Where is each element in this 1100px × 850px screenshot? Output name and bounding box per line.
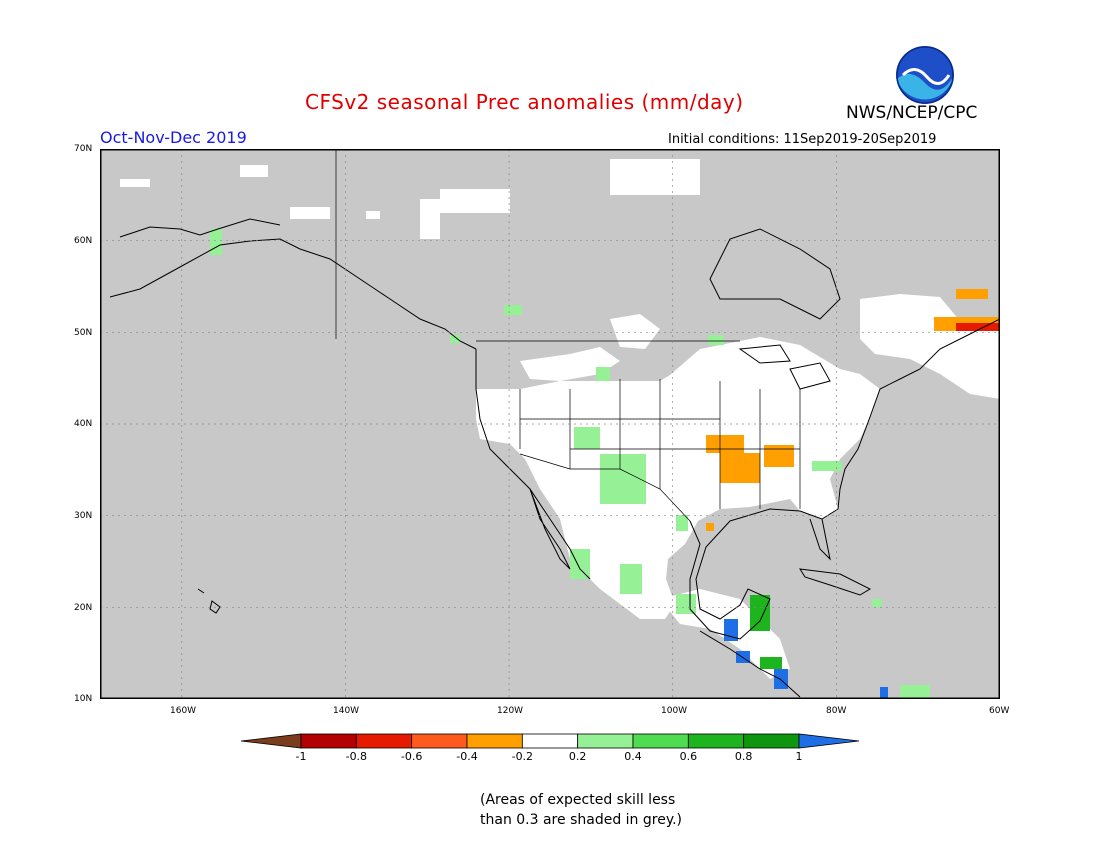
colorbar-swatch	[743, 733, 800, 749]
lon-label-120w: 120W	[497, 706, 524, 716]
colorbar-tick-label: 0.6	[680, 750, 698, 763]
lat-label-70n: 70N	[74, 144, 93, 154]
colorbar-max-arrow	[798, 733, 860, 749]
footnote-line1: (Areas of expected skill less	[480, 792, 676, 808]
colorbar-swatch	[355, 733, 413, 749]
season-label: Oct-Nov-Dec 2019	[100, 128, 247, 147]
colorbar-swatch	[411, 733, 468, 749]
arctic-skill-patches	[120, 159, 700, 239]
map-title: CFSv2 seasonal Prec anomalies (mm/day)	[305, 90, 744, 114]
colorbar: -1 -0.8 -0.6 -0.4 -0.2 0.2 0.4 0.6 0.8 1	[240, 733, 860, 763]
strong-negative-anomaly-areas	[956, 323, 1000, 331]
colorbar-min-arrow	[240, 733, 302, 749]
colorbar-swatch	[632, 733, 689, 749]
latlon-gridlines	[100, 149, 1000, 699]
map-frame	[100, 149, 1000, 699]
initial-conditions-label: Initial conditions: 11Sep2019-20Sep2019	[668, 132, 937, 147]
lon-label-60w: 60W	[989, 706, 1010, 716]
colorbar-tick-label: 0.2	[569, 750, 587, 763]
lat-label-20n: 20N	[74, 603, 93, 613]
colorbar-tick-label: -0.6	[401, 750, 422, 763]
lat-label-50n: 50N	[74, 328, 93, 338]
colorbar-tick-label: 0.4	[624, 750, 642, 763]
colorbar-tick-label: -0.4	[456, 750, 477, 763]
lon-label-160w: 160W	[170, 706, 197, 716]
colorbar-swatch	[521, 733, 579, 749]
lat-label-40n: 40N	[74, 419, 93, 429]
positive-anomaly-areas	[210, 229, 930, 699]
colorbar-tick-label: -0.2	[512, 750, 533, 763]
lat-label-30n: 30N	[74, 511, 93, 521]
colorbar-tick-label: 1	[796, 750, 803, 763]
colorbar-swatch	[300, 733, 357, 749]
coastlines	[109, 218, 1000, 698]
lon-label-100w: 100W	[661, 706, 688, 716]
colorbar-swatch	[466, 733, 523, 749]
noaa-logo	[896, 46, 954, 104]
lat-label-60n: 60N	[74, 236, 93, 246]
agency-label: NWS/NCEP/CPC	[846, 103, 978, 123]
strong-positive-anomaly-areas	[750, 595, 782, 669]
political-borders	[335, 149, 801, 522]
colorbar-tick-label: 0.8	[735, 750, 753, 763]
lon-label-80w: 80W	[826, 706, 847, 716]
precip-anomaly-map	[100, 149, 1000, 699]
lat-label-10n: 10N	[74, 694, 93, 704]
lon-label-140w: 140W	[333, 706, 360, 716]
colorbar-tick-label: -0.8	[346, 750, 367, 763]
colorbar-swatch	[577, 733, 634, 749]
colorbar-tick-label: -1	[296, 750, 307, 763]
colorbar-swatch	[687, 733, 745, 749]
footnote-line2: than 0.3 are shaded in grey.)	[480, 812, 683, 828]
